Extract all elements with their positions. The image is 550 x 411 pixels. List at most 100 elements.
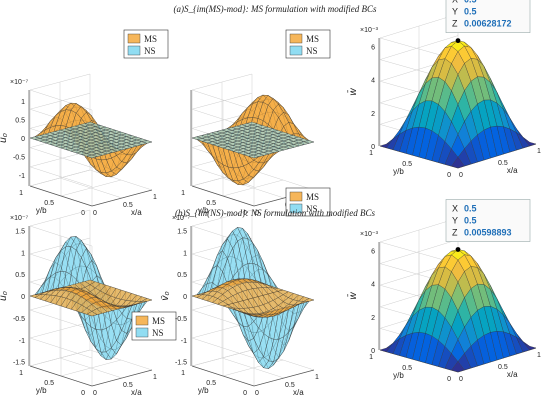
z-tick-label: 6 <box>371 248 375 255</box>
x-axis-label: x/a <box>131 388 142 397</box>
y-axis <box>29 185 93 207</box>
legend-entry: MS <box>306 34 319 44</box>
panel-a-left: 0 0.5 1 0 0.5 1 -1 -0.5 0 0.5 1 x/a y/b ū₀ ×10⁻⁷ MS NS <box>0 29 169 217</box>
x-axis <box>91 189 153 207</box>
grid-line <box>60 359 122 377</box>
z-tick-label: 0 <box>371 144 375 151</box>
grid-line <box>191 349 253 367</box>
z-scale-label: ×10⁻⁷ <box>172 215 191 222</box>
datatip-value: 0.00598893 <box>464 227 512 237</box>
datatip-value: 0.5 <box>464 7 477 17</box>
legend-entry: MS <box>144 34 157 44</box>
surface-patch-ns <box>303 140 315 144</box>
datatip-key: Y <box>452 215 458 225</box>
z-tick-label: 1.5 <box>15 228 25 235</box>
y-tick-label: 0 <box>447 376 451 383</box>
z-tick-label: 1 <box>183 250 187 257</box>
panel-b-middle: 0 0.5 1 0 0.5 1 -1.5 -1 -0.5 0 0.5 1 1.5 x/a y/b v̄₀ ×10… <box>160 187 331 397</box>
y-tick-label: 0.5 <box>44 200 54 207</box>
y-tick-label: 0 <box>81 210 85 217</box>
y-tick-label: 0.5 <box>206 380 216 387</box>
y-axis-label: y/b <box>36 386 47 395</box>
datatip-value: 0.5 <box>464 0 477 5</box>
grid-line <box>60 179 122 197</box>
datatip-value: 0.5 <box>464 203 477 213</box>
z-tick-label: 6 <box>371 44 375 51</box>
legend-entry: NS <box>144 46 156 56</box>
z-tick-label: 1 <box>21 99 25 106</box>
grid-line <box>29 349 91 367</box>
x-tick-label: 0.5 <box>123 382 133 389</box>
z-tick-label: 0 <box>21 294 25 301</box>
legend-swatch-ms <box>127 33 141 44</box>
datatip-value: 0.5 <box>464 215 477 225</box>
z-axis-label: ū₀ <box>0 291 9 301</box>
legend-entry: MS <box>152 316 165 326</box>
surface-patch <box>522 137 537 147</box>
legend-swatch-ns <box>127 45 141 56</box>
y-tick-label: 0 <box>243 390 247 397</box>
z-tick-label: -1 <box>19 338 25 345</box>
panel-b-left: 0 0.5 1 0 0.5 1 -1.5 -1 -0.5 0 0.5 1 1.5 x/a y/b ū₀ ×10⁻… <box>0 209 177 397</box>
x-axis-label: x/a <box>507 166 518 175</box>
legend: MS NS <box>131 311 177 341</box>
legend-swatch-ns <box>289 45 303 56</box>
x-tick-label: 1 <box>537 148 541 155</box>
x-tick-label: 1 <box>153 194 157 201</box>
datatip-marker <box>455 38 461 44</box>
z-tick-label: 0.5 <box>15 272 25 279</box>
y-tick-label: 0 <box>447 172 451 179</box>
surface-patch-ms <box>141 298 153 302</box>
z-tick-label: 0.5 <box>15 118 25 125</box>
x-tick-label: 0.5 <box>123 202 133 209</box>
z-tick-label: -0.5 <box>13 316 25 323</box>
y-axis <box>191 185 255 207</box>
x-axis <box>253 369 315 387</box>
y-axis <box>191 365 255 387</box>
legend-entry: NS <box>306 46 318 56</box>
z-scale-label: ×10⁻⁷ <box>10 215 29 222</box>
x-axis-label: x/a <box>293 388 304 397</box>
y-tick-label: 1 <box>19 370 23 377</box>
y-tick-label: 1 <box>19 190 23 197</box>
legend: MS NS <box>285 187 331 217</box>
x-tick-label: 1 <box>537 352 541 359</box>
z-tick-label: 1.5 <box>177 228 187 235</box>
y-axis-label: y/b <box>198 206 209 215</box>
y-tick-label: 1 <box>181 370 185 377</box>
x-tick-label: 0 <box>459 172 463 179</box>
z-tick-label: 0 <box>183 294 187 301</box>
z-axis-label: w̄ <box>346 292 359 300</box>
y-tick-label: 0 <box>81 390 85 397</box>
z-tick-label: 0 <box>371 348 375 355</box>
legend-swatch-ns <box>135 327 149 338</box>
z-tick-label: 1 <box>21 250 25 257</box>
z-tick-label: 2 <box>371 111 375 118</box>
legend: MS NS <box>123 29 169 59</box>
datatip-box <box>445 199 531 242</box>
grid-line <box>222 179 284 197</box>
y-tick-label: 1 <box>369 354 373 361</box>
z-tick-label: -1.5 <box>13 360 25 367</box>
z-tick-label: -0.5 <box>13 154 25 161</box>
x-tick-label: 0.5 <box>498 160 508 167</box>
datatip-key: X <box>452 203 458 213</box>
legend-entry: NS <box>152 328 164 338</box>
legend-entry: MS <box>306 192 319 202</box>
x-tick-label: 0 <box>93 390 97 397</box>
z-tick-label: 0 <box>21 136 25 143</box>
x-tick-label: 0 <box>255 210 259 217</box>
x-tick-label: 1 <box>153 374 157 381</box>
legend-swatch-ms <box>135 315 149 326</box>
x-axis <box>91 369 153 387</box>
grid-line <box>251 169 315 191</box>
y-axis-label: y/b <box>36 206 47 215</box>
z-axis-label: w̄ <box>346 88 359 96</box>
z-tick-label: 4 <box>371 282 375 289</box>
surface-patch-ms <box>303 298 315 302</box>
y-tick-label: 1 <box>369 150 373 157</box>
z-scale-label: ×10⁻³ <box>360 231 379 238</box>
z-tick-label: 4 <box>371 78 375 85</box>
